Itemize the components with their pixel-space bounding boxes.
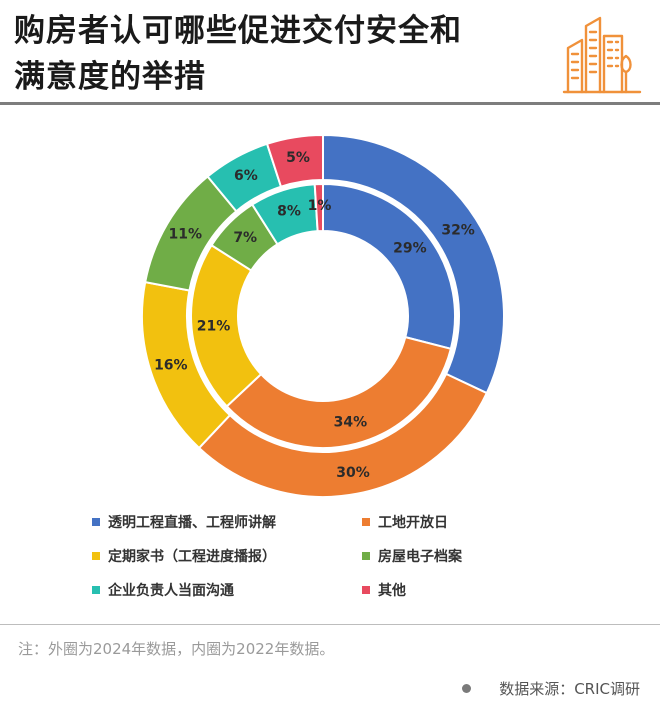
donut-chart: 32% 30% 16% 11% 6% 5% 29% 34% 21% 7% 8% 1% [141,133,505,498]
legend-item-4: 企业负责人当面沟通 [92,580,234,600]
header-divider [0,102,660,105]
outer-ring-label-0: 32% [441,222,475,238]
outer-ring-label-2: 16% [154,357,188,373]
legend-swatch [362,552,370,560]
legend-swatch [362,586,370,594]
legend-item-3: 房屋电子档案 [362,546,462,566]
footer-divider [0,624,660,625]
outer-ring [141,133,505,498]
inner-ring-label-4: 8% [277,203,301,219]
legend-item-1: 工地开放日 [362,512,448,532]
inner-ring [190,182,456,449]
page-title-line-1: 购房者认可哪些促进交付安全和 [14,13,462,49]
outer-ring-label-5: 5% [286,150,310,166]
city-buildings-icon [560,14,644,94]
legend-item-5: 其他 [362,580,406,600]
bullet-dot-icon [462,684,472,693]
legend-label: 定期家书（工程进度播报） [108,549,276,565]
inner-ring-slice-1 [225,335,453,449]
data-labels: 32% 30% 16% 11% 6% 5% 29% 34% 21% 7% 8% 1% [154,150,475,481]
legend-swatch [92,586,100,594]
legend-label: 透明工程直播、工程师讲解 [108,515,276,531]
inner-ring-slice-5 [313,182,324,233]
outer-ring-label-4: 6% [234,168,258,184]
outer-ring-slice-5 [265,133,324,188]
footnote: 注：外圈为2024年数据，内圈为2022年数据。 [18,640,335,658]
legend-swatch [92,518,100,526]
page-title-line-2: 满意度的举措 [14,59,206,95]
outer-ring-label-3: 11% [169,227,203,243]
title-block: 购房者认可哪些促进交付安全和 满意度的举措 [14,8,534,100]
legend-item-2: 定期家书（工程进度播报） [92,546,276,566]
legend-swatch [92,552,100,560]
legend-label: 房屋电子档案 [378,549,462,565]
inner-ring-slice-0 [322,182,456,351]
outer-ring-label-1: 30% [336,465,370,481]
legend-item-0: 透明工程直播、工程师讲解 [92,512,276,532]
legend-swatch [362,518,370,526]
legend-label: 企业负责人当面沟通 [108,583,234,599]
inner-ring-label-1: 34% [334,415,368,431]
inner-ring-label-2: 21% [197,318,231,334]
source-line: 数据来源：CRIC调研 [462,678,640,699]
legend-label: 其他 [378,583,406,599]
source-text: 数据来源：CRIC调研 [499,680,640,698]
legend-label: 工地开放日 [378,515,448,531]
inner-ring-label-5: 1% [308,198,332,214]
inner-ring-label-3: 7% [233,230,257,246]
inner-ring-label-0: 29% [393,241,427,257]
